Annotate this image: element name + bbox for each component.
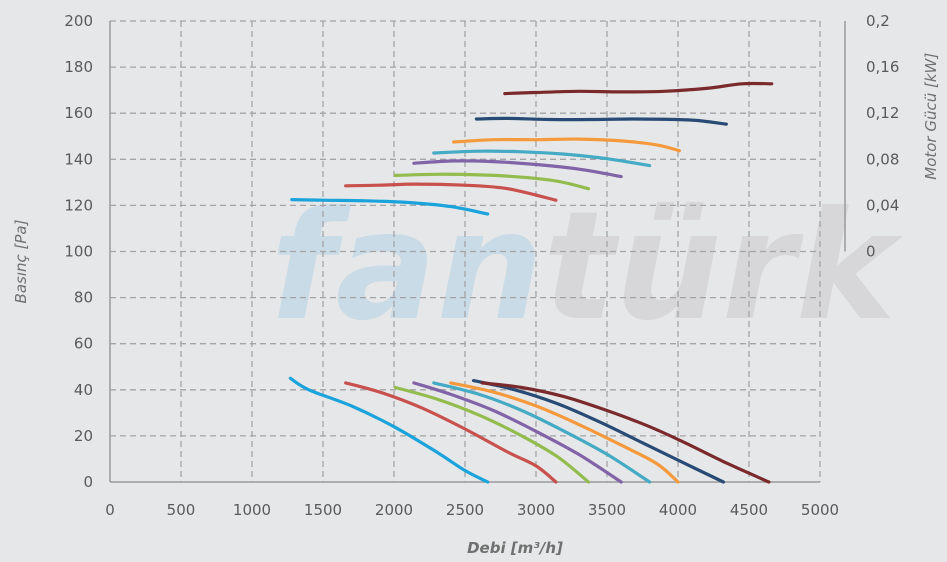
power-curve-6 (452, 137, 681, 153)
pressure-curve-4 (412, 381, 623, 484)
pressure-curve-6 (449, 381, 680, 484)
x-tick-label: 3000 (517, 501, 555, 519)
y-tick-label: 120 (64, 196, 93, 214)
x-tick-label: 4500 (730, 501, 768, 519)
x-tick-label: 1500 (304, 501, 342, 519)
pressure-curve-2 (344, 381, 558, 484)
y2-tick-label: 0,16 (866, 58, 899, 76)
watermark-part-2: türk (543, 180, 903, 354)
power-curve-3 (393, 172, 591, 191)
x-tick-label: 0 (105, 501, 115, 519)
x-tick-label: 3500 (588, 501, 626, 519)
y2-tick-label: 0,2 (866, 12, 890, 30)
y2-axis-label: Motor Gücü [kW] (922, 53, 940, 180)
x-axis-ticks: 0 500 1000 1500 2000 2500 3000 3500 4000 4500 5000 (105, 501, 839, 519)
y-axis-label: Basınç [Pa] (12, 219, 30, 303)
power-curve-2 (344, 182, 558, 202)
watermark-part-1: fan (270, 180, 543, 354)
x-tick-label: 2500 (446, 501, 484, 519)
power-curve-5 (432, 149, 652, 168)
x-tick-label: 500 (167, 501, 196, 519)
watermark-text: fantürk (270, 180, 904, 354)
y-tick-label: 180 (64, 58, 93, 76)
pressure-curve-3 (393, 385, 591, 484)
y2-tick-label: 0,08 (866, 150, 899, 168)
y-tick-label: 160 (64, 104, 93, 122)
axes (109, 21, 846, 483)
x-tick-label: 4000 (659, 501, 697, 519)
y-tick-label: 40 (74, 381, 93, 399)
x-axis-label: Debi [m³/h] (467, 539, 563, 557)
x-tick-label: 5000 (801, 501, 839, 519)
pressure-curve-1 (288, 376, 490, 484)
pressure-curve-7 (471, 379, 725, 484)
y2-axis-ticks: 0 0,04 0,08 0,12 0,16 0,2 (866, 12, 899, 261)
power-curve-8 (503, 81, 774, 96)
y-tick-label: 0 (83, 473, 93, 491)
y-tick-label: 100 (64, 243, 93, 261)
pressure-curve-5 (432, 381, 652, 484)
y2-tick-label: 0,04 (866, 196, 899, 214)
y-tick-label: 20 (74, 427, 93, 445)
y-tick-label: 60 (74, 335, 93, 353)
power-curve-7 (474, 116, 728, 126)
x-tick-label: 1000 (233, 501, 271, 519)
power-curve-4 (412, 159, 623, 179)
y-tick-label: 140 (64, 150, 93, 168)
watermark: fantürk (270, 180, 904, 354)
y-axis-ticks: 0 20 40 60 80 100 120 140 160 180 200 (64, 12, 93, 491)
y-tick-label: 200 (64, 12, 93, 30)
x-tick-label: 2000 (375, 501, 413, 519)
y2-tick-label: 0 (866, 243, 876, 261)
power-curve-1 (290, 198, 490, 216)
y-tick-label: 80 (74, 289, 93, 307)
pressure-curve-8 (480, 381, 771, 484)
series-lines (288, 81, 774, 484)
y2-tick-label: 0,12 (866, 104, 899, 122)
